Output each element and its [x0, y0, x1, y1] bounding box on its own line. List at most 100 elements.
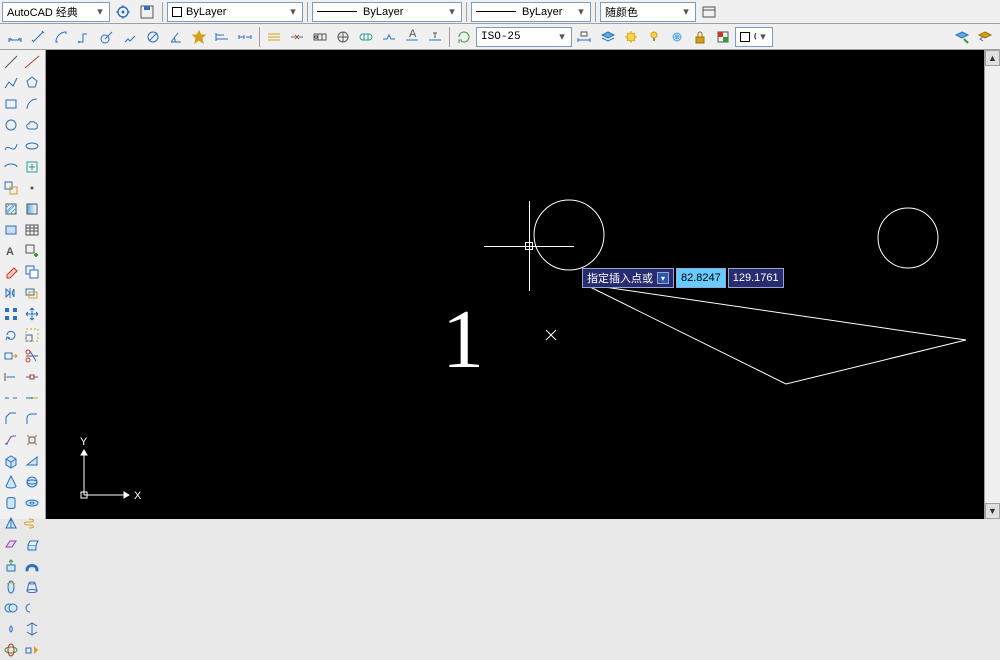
arc-icon[interactable] [22, 94, 42, 114]
linetype-dropdown[interactable]: ByLayer ▾ [312, 2, 462, 22]
hatch-icon[interactable] [1, 199, 21, 219]
dim-space-icon[interactable] [263, 27, 285, 47]
dim-tedit-icon[interactable] [424, 27, 446, 47]
erase-icon[interactable] [1, 262, 21, 282]
rectangle-icon[interactable] [1, 94, 21, 114]
join-icon[interactable] [22, 388, 42, 408]
dim-angular-icon[interactable] [165, 27, 187, 47]
dimstyle-manager-icon[interactable] [573, 27, 595, 47]
cone-3d-icon[interactable] [1, 472, 21, 492]
workspace-dropdown[interactable]: AutoCAD 经典 ▾ [2, 2, 110, 22]
workspace-save-icon[interactable] [136, 2, 158, 22]
plotstyle-manager-icon[interactable] [698, 2, 720, 22]
move-icon[interactable] [22, 304, 42, 324]
ellipse-icon[interactable] [22, 136, 42, 156]
torus-3d-icon[interactable] [22, 493, 42, 513]
dim-arc-icon[interactable] [50, 27, 72, 47]
layer-states-icon[interactable] [620, 27, 642, 47]
blend-icon[interactable] [1, 430, 21, 450]
wedge-3d-icon[interactable] [22, 451, 42, 471]
layer-on-icon[interactable] [643, 27, 665, 47]
rotate-icon[interactable] [1, 325, 21, 345]
fillet-icon[interactable] [22, 409, 42, 429]
insert-block-icon[interactable] [22, 157, 42, 177]
dynamic-input-y[interactable]: 129.1761 [728, 268, 784, 288]
revision-cloud-icon[interactable] [22, 115, 42, 135]
dim-linear-icon[interactable] [4, 27, 26, 47]
dynamic-input-x[interactable]: 82.8247 [676, 268, 726, 288]
polyline-icon[interactable] [1, 73, 21, 93]
dim-aligned-icon[interactable] [27, 27, 49, 47]
helix-icon[interactable] [22, 514, 42, 534]
dim-edit-icon[interactable]: A [401, 27, 423, 47]
dim-jog-line-icon[interactable] [378, 27, 400, 47]
cylinder-3d-icon[interactable] [1, 493, 21, 513]
stretch-icon[interactable] [1, 346, 21, 366]
dim-baseline-icon[interactable] [211, 27, 233, 47]
layer-previous-icon[interactable] [974, 27, 996, 47]
point-icon[interactable] [22, 178, 42, 198]
dim-update-icon[interactable] [453, 27, 475, 47]
trim-icon[interactable] [22, 346, 42, 366]
scale-icon[interactable] [22, 325, 42, 345]
dynamic-input-dropdown-icon[interactable]: ▾ [657, 272, 669, 284]
make-block-icon[interactable] [1, 178, 21, 198]
dim-continue-icon[interactable] [234, 27, 256, 47]
3d-rotate-icon[interactable] [1, 640, 21, 660]
pyramid-3d-icon[interactable] [1, 514, 21, 534]
layer-color-icon[interactable] [712, 27, 734, 47]
vertical-scrollbar[interactable]: ▲ ▼ [984, 50, 1000, 519]
workspace-settings-icon[interactable] [112, 2, 134, 22]
offset-icon[interactable] [22, 283, 42, 303]
chamfer-icon[interactable] [1, 409, 21, 429]
drawing-canvas[interactable]: 1 指定插入点或 ▾ 82.8247 129.1761 [46, 50, 1000, 519]
mtext-icon[interactable]: A [1, 241, 21, 261]
circle-icon[interactable] [1, 115, 21, 135]
extrude-icon[interactable] [22, 535, 42, 555]
planar-surface-icon[interactable] [1, 535, 21, 555]
dimstyle-dropdown[interactable]: ISO-25 ▾ [476, 27, 572, 47]
intersect-icon[interactable] [1, 619, 21, 639]
array-icon[interactable] [1, 304, 21, 324]
layer-state-dropdown[interactable]: 0 ▾ [735, 27, 773, 47]
tolerance-icon[interactable] [309, 27, 331, 47]
inspect-icon[interactable] [355, 27, 377, 47]
table-icon[interactable] [22, 220, 42, 240]
plotstyle-dropdown[interactable]: 随颜色 ▾ [600, 2, 696, 22]
break-icon[interactable] [1, 388, 21, 408]
line-icon[interactable] [1, 52, 21, 72]
polygon-icon[interactable] [22, 73, 42, 93]
copy-icon[interactable] [22, 262, 42, 282]
break-at-point-icon[interactable] [22, 367, 42, 387]
construction-line-icon[interactable] [22, 52, 42, 72]
gradient-icon[interactable] [22, 199, 42, 219]
revolve-icon[interactable] [1, 577, 21, 597]
region-icon[interactable] [1, 220, 21, 240]
spline-icon[interactable] [1, 136, 21, 156]
scroll-down-arrow-icon[interactable]: ▼ [985, 503, 1000, 519]
dim-ordinate-icon[interactable] [73, 27, 95, 47]
scroll-up-arrow-icon[interactable]: ▲ [985, 50, 1000, 66]
scrollbar-track[interactable] [985, 66, 1000, 503]
layer-freeze-icon[interactable] [666, 27, 688, 47]
center-mark-icon[interactable] [332, 27, 354, 47]
layer-properties-icon[interactable] [597, 27, 619, 47]
lineweight-dropdown[interactable]: ByLayer ▾ [471, 2, 591, 22]
dim-break-icon[interactable] [286, 27, 308, 47]
union-icon[interactable] [1, 598, 21, 618]
3d-move-icon[interactable] [22, 619, 42, 639]
dim-radius-icon[interactable] [96, 27, 118, 47]
ellipse-arc-icon[interactable] [1, 157, 21, 177]
add-selected-icon[interactable] [22, 241, 42, 261]
dim-diameter-icon[interactable] [142, 27, 164, 47]
explode-icon[interactable] [22, 430, 42, 450]
sphere-3d-icon[interactable] [22, 472, 42, 492]
quick-dim-icon[interactable] [188, 27, 210, 47]
subtract-icon[interactable] [22, 598, 42, 618]
presspull-icon[interactable] [1, 556, 21, 576]
layer-match-icon[interactable] [951, 27, 973, 47]
sweep-icon[interactable] [22, 556, 42, 576]
loft-icon[interactable] [22, 577, 42, 597]
box-3d-icon[interactable] [1, 451, 21, 471]
layer-lock-icon[interactable] [689, 27, 711, 47]
